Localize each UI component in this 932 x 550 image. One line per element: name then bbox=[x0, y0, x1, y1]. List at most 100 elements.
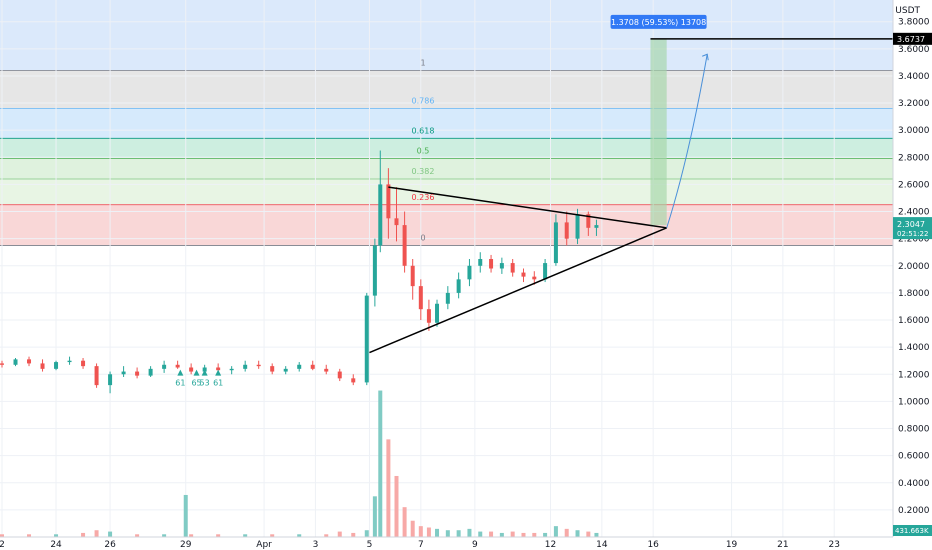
volume-bar bbox=[478, 531, 483, 537]
fib-band bbox=[0, 204, 893, 246]
price-tick-label: 2.8000 bbox=[898, 153, 930, 163]
grid-lines bbox=[0, 0, 893, 537]
target-price-text: 3.6737 bbox=[897, 35, 925, 44]
candle-body bbox=[467, 265, 472, 280]
price-tick-label: 1.4000 bbox=[898, 343, 930, 353]
candle-body bbox=[489, 259, 494, 269]
measure-label-bg bbox=[610, 14, 707, 29]
candle-body bbox=[108, 374, 113, 386]
volume-bar bbox=[108, 531, 113, 537]
drawing-tools[interactable]: 1.3708 (59.53%) 13708 bbox=[369, 14, 893, 354]
price-tick-label: 0.8000 bbox=[898, 425, 930, 435]
candle-body bbox=[27, 359, 32, 364]
candle-body bbox=[0, 363, 4, 365]
time-tick-label: 3 bbox=[313, 540, 319, 550]
fib-level-label: 0.236 bbox=[412, 193, 435, 202]
candle-body bbox=[54, 362, 59, 369]
price-tick-label: 0.2000 bbox=[898, 506, 930, 516]
time-tick-label: 7 bbox=[418, 540, 424, 550]
volume-badge: 431.663K bbox=[893, 525, 932, 536]
band-above-1 bbox=[0, 0, 893, 71]
volume-bar bbox=[297, 534, 302, 537]
volume-bar bbox=[54, 534, 59, 537]
fibonacci-labels: 1 0.786 0.618 0.5 0.382 0.236 0 bbox=[412, 59, 435, 243]
candle-body bbox=[410, 265, 415, 287]
time-tick-label: 5 bbox=[367, 540, 373, 550]
measure-label-text: 1.3708 (59.53%) 13708 bbox=[611, 18, 706, 27]
fib-band bbox=[0, 158, 893, 179]
signal-triangle bbox=[193, 369, 200, 376]
time-tick-label: Apr bbox=[256, 540, 272, 550]
candle-body bbox=[510, 263, 515, 273]
candle-body bbox=[378, 184, 383, 246]
price-tick-label: 1.8000 bbox=[898, 289, 930, 299]
projection-arrow[interactable] bbox=[666, 54, 708, 228]
price-tick-label: 1.0000 bbox=[898, 397, 930, 407]
projection-arrowhead bbox=[702, 53, 709, 61]
fib-level-label: 0.382 bbox=[412, 167, 435, 176]
price-tick-label: 2.0000 bbox=[898, 262, 930, 272]
volume-bar bbox=[81, 532, 86, 537]
volume-bar bbox=[456, 530, 461, 537]
fib-band bbox=[0, 108, 893, 139]
price-tick-label: 1.2000 bbox=[898, 370, 930, 380]
time-axis-bg bbox=[0, 537, 893, 550]
triangle-upper-line[interactable] bbox=[388, 186, 667, 229]
time-tick-label: 21 bbox=[777, 540, 788, 550]
volume-bar bbox=[510, 531, 515, 537]
price-axis[interactable]: USDT 3.8000 3.6000 3.4000 3.2000 3.0000 2.8000… bbox=[892, 0, 932, 550]
time-tick-label: 23 bbox=[828, 540, 839, 550]
candle-body bbox=[351, 378, 356, 383]
measure-label: 1.3708 (59.53%) 13708 bbox=[610, 14, 707, 29]
price-tick-label: 3.8000 bbox=[898, 18, 930, 28]
candle-body bbox=[81, 360, 86, 367]
volume-bar bbox=[532, 532, 537, 537]
volume-badge-text: 431.663K bbox=[895, 527, 929, 535]
signal-triangle bbox=[215, 369, 222, 376]
volume-bar bbox=[189, 534, 194, 537]
signal-label: 65 bbox=[191, 379, 201, 388]
measure-box[interactable] bbox=[650, 38, 667, 226]
volume-bar bbox=[27, 534, 32, 537]
candle-body bbox=[310, 364, 315, 369]
candle-body bbox=[148, 368, 153, 376]
candle-body bbox=[216, 367, 221, 371]
price-tick-label: 0.4000 bbox=[898, 479, 930, 489]
candle-body bbox=[202, 367, 207, 372]
volume-bar bbox=[351, 532, 356, 537]
volume-bar bbox=[94, 530, 99, 537]
candle-body bbox=[67, 360, 72, 363]
time-axis[interactable]: 2 24 26 29 Apr 3 5 7 9 12 14 16 19 21 23 bbox=[0, 536, 893, 550]
candle-body bbox=[364, 295, 369, 383]
candle-body bbox=[324, 368, 329, 372]
volume-bar bbox=[499, 532, 504, 537]
volume-bar bbox=[594, 532, 599, 537]
candle-body bbox=[40, 363, 45, 369]
volume-bar bbox=[410, 520, 415, 537]
volume-bar bbox=[270, 534, 275, 537]
price-tick-label: 3.6000 bbox=[898, 45, 930, 55]
volume-bar bbox=[489, 531, 494, 537]
volume-bar bbox=[394, 475, 399, 537]
signal-triangle bbox=[201, 369, 208, 376]
price-tick-label: 3.0000 bbox=[898, 126, 930, 136]
candle-body bbox=[189, 367, 194, 372]
candle-body bbox=[478, 259, 483, 266]
currency-label: USDT bbox=[895, 6, 920, 16]
candle-body bbox=[521, 272, 526, 277]
triangle-lower-line[interactable] bbox=[369, 227, 667, 354]
candle-body bbox=[532, 276, 537, 280]
candle-body bbox=[229, 368, 234, 371]
volume-bar bbox=[564, 528, 569, 537]
volume-bar bbox=[418, 526, 423, 537]
countdown-text: 02:51:22 bbox=[897, 230, 928, 238]
price-axis-bg bbox=[893, 0, 932, 550]
fib-band bbox=[0, 179, 893, 205]
candle-body bbox=[270, 366, 275, 372]
volume-bar bbox=[378, 390, 383, 537]
price-tick-label: 0.6000 bbox=[898, 452, 930, 462]
candle-body bbox=[594, 225, 599, 228]
volume-bars bbox=[0, 390, 599, 537]
volume-bar bbox=[445, 530, 450, 537]
